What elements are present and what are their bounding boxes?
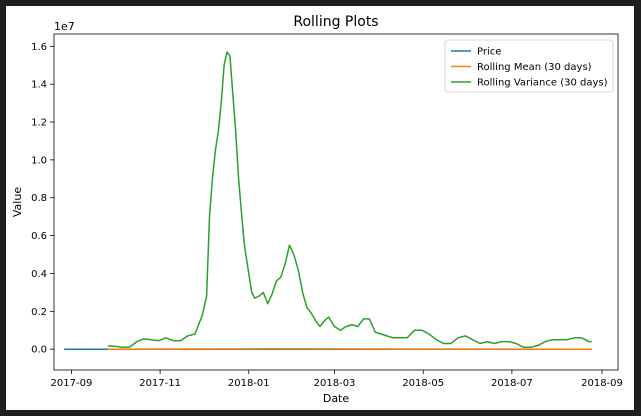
series-line-2 (107, 51, 592, 349)
y-tick-label: 0.8 (31, 193, 47, 204)
x-tick-label: 2017-09 (51, 378, 93, 389)
x-tick-label: 2017-11 (139, 378, 181, 389)
x-tick-label: 2018-03 (314, 378, 356, 389)
y-tick-label: 1.2 (31, 118, 47, 129)
axes-frame (53, 33, 619, 371)
y-tick-label: 1.6 (31, 42, 47, 53)
legend-box (444, 39, 614, 93)
y-tick-label: 0.4 (31, 269, 47, 280)
legend-label-2: Rolling Variance (30 days) (477, 78, 608, 89)
x-tick-label: 2018-05 (402, 378, 444, 389)
figure: Rolling Plots 1e7 2017-09 2017-11 2018-01 2… (6, 6, 634, 410)
y-axis-label: Value (11, 187, 24, 217)
legend: Price Rolling Mean (30 days) Rolling Varia… (444, 39, 614, 93)
series-layer (64, 51, 592, 350)
y-tick-label: 1.0 (31, 155, 47, 166)
ticks-layer: 2017-09 2017-11 2018-01 2018-03 2018-05 2018-… (31, 42, 623, 389)
legend-label-1: Rolling Mean (30 days) (477, 62, 592, 73)
x-tick-label: 2018-09 (581, 378, 623, 389)
chart-svg: Rolling Plots 1e7 2017-09 2017-11 2018-01 2… (11, 14, 623, 405)
x-tick-label: 2018-01 (228, 378, 270, 389)
legend-label-0: Price (477, 47, 501, 58)
y-offset-label: 1e7 (54, 20, 75, 33)
x-tick-label: 2018-07 (491, 378, 533, 389)
chart-title: Rolling Plots (293, 14, 378, 30)
y-tick-label: 1.4 (31, 80, 47, 91)
y-tick-label: 0.2 (31, 307, 47, 318)
y-tick-label: 0.6 (31, 231, 47, 242)
x-axis-label: Date (323, 392, 350, 405)
y-tick-label: 0.0 (31, 345, 47, 356)
